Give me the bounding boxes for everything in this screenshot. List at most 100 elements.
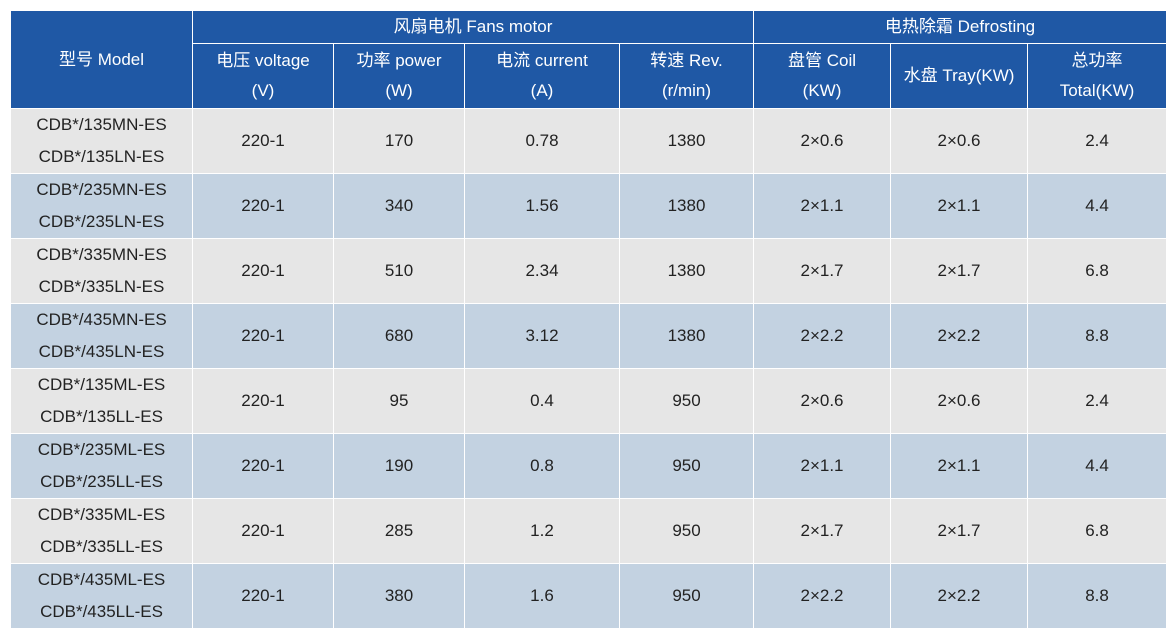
- header-current-label: 电流 current: [496, 51, 588, 70]
- header-voltage-unit: (V): [251, 81, 275, 100]
- cell-coil: 2×0.6: [753, 108, 892, 174]
- cell-model: CDB*/135ML-ES CDB*/135LL-ES: [10, 368, 193, 434]
- model-name: CDB*/335MN-ES: [36, 245, 167, 264]
- cell-tray: 2×1.7: [890, 238, 1029, 304]
- model-name: CDB*/435MN-ES: [36, 310, 167, 329]
- spec-table: 型号 Model 风扇电机 Fans motor 电热除霜 Defrosting…: [10, 10, 1168, 629]
- cell-rev: 1380: [618, 108, 755, 174]
- model-name: CDB*/235LN-ES: [38, 212, 165, 231]
- cell-current: 1.2: [464, 498, 620, 564]
- header-model: 型号 Model: [10, 10, 193, 109]
- table-row: CDB*/135MN-ES CDB*/135LN-ES 220-1 170 0.7…: [10, 108, 1168, 174]
- cell-voltage: 220-1: [192, 368, 334, 434]
- cell-total: 4.4: [1027, 173, 1168, 239]
- header-coil: 盘管 Coil (KW): [753, 43, 892, 109]
- cell-rev: 1380: [618, 303, 755, 369]
- model-name: CDB*/335LN-ES: [38, 277, 165, 296]
- cell-voltage: 220-1: [192, 238, 334, 304]
- spec-table-container: 型号 Model 风扇电机 Fans motor 电热除霜 Defrosting…: [10, 10, 1168, 630]
- cell-tray: 2×2.2: [890, 563, 1029, 629]
- header-rev: 转速 Rev. (r/min): [618, 43, 755, 109]
- cell-tray: 2×1.1: [890, 433, 1029, 499]
- cell-tray: 2×1.7: [890, 498, 1029, 564]
- model-name: CDB*/135MN-ES: [36, 115, 167, 134]
- table-row: CDB*/235MN-ES CDB*/235LN-ES 220-1 340 1.5…: [10, 173, 1168, 239]
- header-voltage-label: 电压 voltage: [216, 51, 310, 70]
- cell-power: 285: [333, 498, 465, 564]
- header-tray-label: 水盘 Tray(KW): [903, 66, 1015, 85]
- header-power: 功率 power (W): [333, 43, 465, 109]
- cell-tray: 2×0.6: [890, 108, 1029, 174]
- header-rev-unit: (r/min): [661, 81, 712, 100]
- header-voltage: 电压 voltage (V): [192, 43, 334, 109]
- cell-voltage: 220-1: [192, 108, 334, 174]
- table-row: CDB*/435MN-ES CDB*/435LN-ES 220-1 680 3.1…: [10, 303, 1168, 369]
- cell-coil: 2×1.1: [753, 173, 892, 239]
- table-body: CDB*/135MN-ES CDB*/135LN-ES 220-1 170 0.7…: [10, 108, 1168, 629]
- cell-model: CDB*/335ML-ES CDB*/335LL-ES: [10, 498, 193, 564]
- cell-power: 170: [333, 108, 465, 174]
- cell-total: 8.8: [1027, 563, 1168, 629]
- cell-rev: 950: [618, 498, 755, 564]
- model-name: CDB*/435ML-ES: [37, 570, 166, 589]
- model-name: CDB*/435LL-ES: [40, 602, 163, 621]
- cell-coil: 2×0.6: [753, 368, 892, 434]
- model-name: CDB*/135LL-ES: [40, 407, 163, 426]
- cell-voltage: 220-1: [192, 563, 334, 629]
- header-coil-unit: (KW): [802, 81, 842, 100]
- cell-rev: 950: [618, 563, 755, 629]
- header-power-label: 功率 power: [356, 51, 442, 70]
- table-row: CDB*/335ML-ES CDB*/335LL-ES 220-1 285 1.2…: [10, 498, 1168, 564]
- cell-total: 2.4: [1027, 108, 1168, 174]
- model-name: CDB*/335LL-ES: [40, 537, 163, 556]
- header-total-unit: Total(KW): [1059, 81, 1135, 100]
- cell-power: 95: [333, 368, 465, 434]
- header-rev-label: 转速 Rev.: [650, 51, 723, 70]
- cell-voltage: 220-1: [192, 498, 334, 564]
- header-tray: 水盘 Tray(KW): [890, 43, 1029, 109]
- model-name: CDB*/235LL-ES: [40, 472, 163, 491]
- cell-model: CDB*/435MN-ES CDB*/435LN-ES: [10, 303, 193, 369]
- model-name: CDB*/435LN-ES: [38, 342, 165, 361]
- cell-coil: 2×2.2: [753, 563, 892, 629]
- header-power-unit: (W): [385, 81, 413, 100]
- cell-power: 340: [333, 173, 465, 239]
- cell-current: 0.4: [464, 368, 620, 434]
- cell-voltage: 220-1: [192, 303, 334, 369]
- cell-power: 510: [333, 238, 465, 304]
- header-group-row: 型号 Model 风扇电机 Fans motor 电热除霜 Defrosting: [10, 10, 1168, 109]
- cell-coil: 2×2.2: [753, 303, 892, 369]
- header-total: 总功率 Total(KW): [1027, 43, 1168, 109]
- header-group-defrosting: 电热除霜 Defrosting: [753, 10, 1168, 44]
- cell-model: CDB*/435ML-ES CDB*/435LL-ES: [10, 563, 193, 629]
- cell-total: 2.4: [1027, 368, 1168, 434]
- model-name: CDB*/235ML-ES: [37, 440, 166, 459]
- cell-current: 1.56: [464, 173, 620, 239]
- cell-coil: 2×1.7: [753, 498, 892, 564]
- cell-total: 4.4: [1027, 433, 1168, 499]
- cell-rev: 950: [618, 433, 755, 499]
- cell-current: 2.34: [464, 238, 620, 304]
- model-name: CDB*/235MN-ES: [36, 180, 167, 199]
- table-row: CDB*/435ML-ES CDB*/435LL-ES 220-1 380 1.6…: [10, 563, 1168, 629]
- cell-rev: 1380: [618, 238, 755, 304]
- cell-current: 3.12: [464, 303, 620, 369]
- table-row: CDB*/135ML-ES CDB*/135LL-ES 220-1 95 0.4 …: [10, 368, 1168, 434]
- cell-model: CDB*/235ML-ES CDB*/235LL-ES: [10, 433, 193, 499]
- cell-voltage: 220-1: [192, 173, 334, 239]
- table-header: 型号 Model 风扇电机 Fans motor 电热除霜 Defrosting…: [10, 10, 1168, 109]
- cell-tray: 2×0.6: [890, 368, 1029, 434]
- cell-rev: 950: [618, 368, 755, 434]
- cell-coil: 2×1.1: [753, 433, 892, 499]
- cell-tray: 2×2.2: [890, 303, 1029, 369]
- cell-current: 0.8: [464, 433, 620, 499]
- model-name: CDB*/335ML-ES: [37, 505, 166, 524]
- cell-voltage: 220-1: [192, 433, 334, 499]
- table-row: CDB*/335MN-ES CDB*/335LN-ES 220-1 510 2.3…: [10, 238, 1168, 304]
- header-total-label: 总功率: [1071, 51, 1123, 70]
- cell-model: CDB*/335MN-ES CDB*/335LN-ES: [10, 238, 193, 304]
- header-current-unit: (A): [530, 81, 554, 100]
- cell-coil: 2×1.7: [753, 238, 892, 304]
- cell-total: 6.8: [1027, 238, 1168, 304]
- header-group-fan-motor: 风扇电机 Fans motor: [191, 10, 755, 44]
